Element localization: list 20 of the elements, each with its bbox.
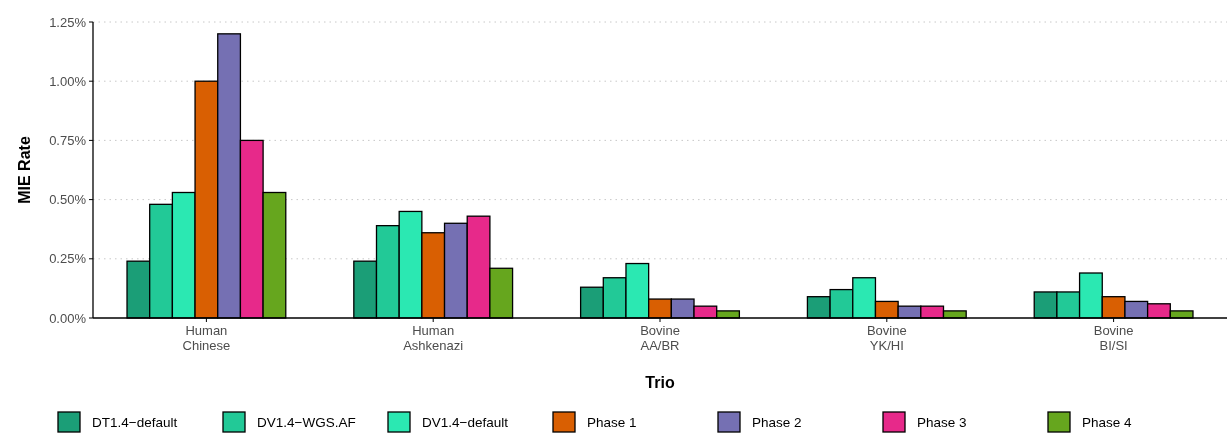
legend-label: Phase 4	[1082, 414, 1133, 430]
y-tick-label: 0.25%	[49, 251, 87, 267]
legend-label: DV1.4−WGS.AF	[257, 414, 356, 430]
legend-label: Phase 2	[752, 414, 802, 430]
legend-label: DV1.4−default	[422, 414, 509, 430]
y-tick-label: 0.50%	[49, 192, 87, 208]
x-tick-label: Human Ashkenazi	[403, 323, 464, 353]
y-tick-label: 0.00%	[49, 310, 87, 326]
y-tick-label: 0.75%	[49, 132, 87, 148]
x-axis-title: Trio	[645, 374, 675, 391]
legend-label: DT1.4−default	[92, 414, 178, 430]
x-tick-label: Bovine AA/BR	[640, 323, 680, 353]
y-tick-label: 1.25%	[49, 14, 87, 30]
legend-label: Phase 3	[917, 414, 967, 430]
y-tick-label: 1.00%	[49, 73, 87, 89]
legend-label: Phase 1	[587, 414, 637, 430]
y-axis-title: MIE Rate	[16, 136, 33, 204]
x-tick-label: Human Chinese	[182, 323, 231, 353]
x-tick-label: Bovine BI/SI	[1093, 323, 1134, 353]
x-tick-label: Bovine YK/HI	[866, 323, 907, 353]
